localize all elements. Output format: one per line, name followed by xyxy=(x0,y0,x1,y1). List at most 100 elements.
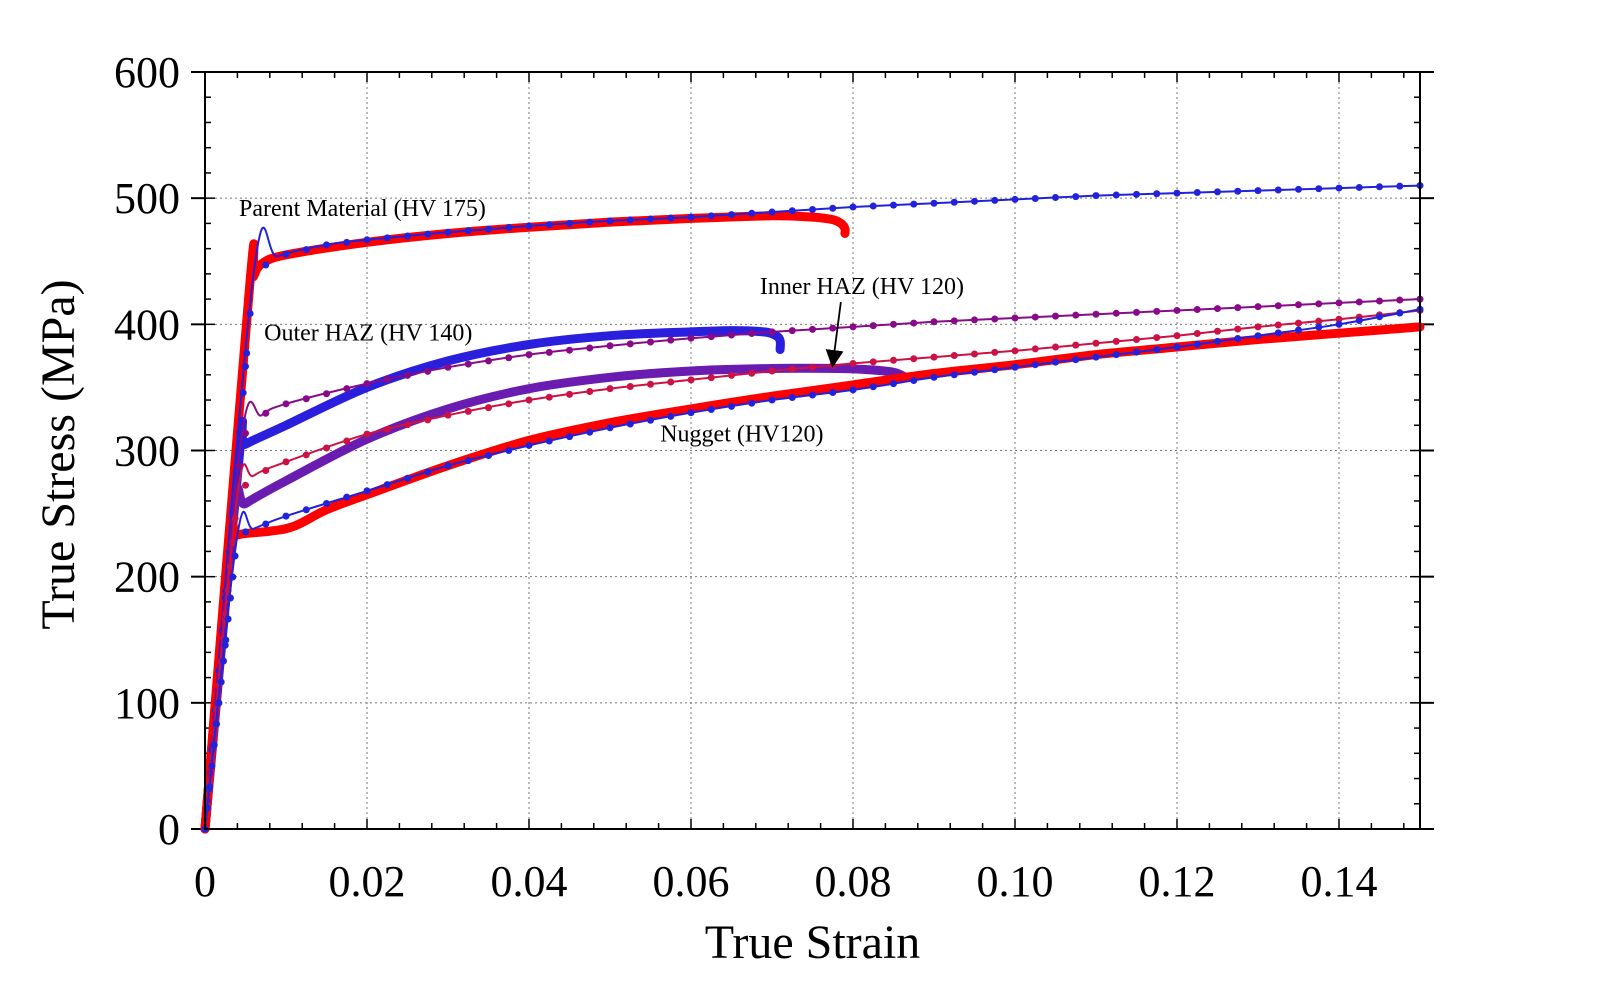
series-point-6 xyxy=(748,369,756,377)
series-point-8 xyxy=(323,499,330,507)
series-point-6 xyxy=(323,444,330,452)
series-point-4 xyxy=(788,327,796,335)
series-point-4 xyxy=(647,338,654,346)
series-point-2 xyxy=(586,218,594,226)
series-point-6 xyxy=(606,385,614,393)
series-layer xyxy=(200,182,1425,834)
series-point-8 xyxy=(991,366,999,374)
series-point-2 xyxy=(243,349,251,357)
series-point-2 xyxy=(242,362,249,370)
series-point-6 xyxy=(1173,332,1181,340)
series-point-6 xyxy=(971,350,978,358)
series-point-8 xyxy=(1295,326,1302,334)
series-point-4 xyxy=(869,322,877,330)
annotation-label: Inner HAZ (HV 120) xyxy=(760,274,964,300)
annotations: Parent Material (HV 175) Outer HAZ (HV 14… xyxy=(239,196,964,448)
series-point-8 xyxy=(788,394,796,402)
series-point-4 xyxy=(302,395,310,403)
series-point-2 xyxy=(950,198,958,206)
series-point-6 xyxy=(1112,337,1120,345)
series-point-4 xyxy=(1092,310,1100,318)
series-point-2 xyxy=(262,261,270,269)
series-point-6 xyxy=(1072,341,1080,349)
series-point-6 xyxy=(1214,327,1221,335)
y-tick-label: 200 xyxy=(114,553,180,602)
series-point-6 xyxy=(424,416,432,424)
tick-labels: 0 0.02 0.04 0.06 0.08 0.10 0.12 0.14 0 100 200 300 4… xyxy=(114,48,1378,906)
series-point-8 xyxy=(229,573,237,581)
series-point-2 xyxy=(971,197,978,205)
series-point-8 xyxy=(1092,353,1100,361)
series-point-8 xyxy=(242,528,249,536)
series-point-8 xyxy=(215,699,223,707)
series-point-2 xyxy=(869,202,877,210)
series-point-2 xyxy=(343,238,351,246)
series-point-6 xyxy=(647,380,654,388)
series-point-2 xyxy=(323,241,330,249)
series-point-6 xyxy=(910,355,918,363)
series-point-8 xyxy=(1254,332,1262,340)
series-point-2 xyxy=(1295,185,1302,193)
series-point-8 xyxy=(220,657,228,665)
series-point-8 xyxy=(687,409,695,417)
series-point-2 xyxy=(788,207,796,215)
series-point-6 xyxy=(667,378,675,386)
series-point-6 xyxy=(229,538,237,546)
x-tick-label: 0.04 xyxy=(491,857,568,906)
series-point-4 xyxy=(525,351,533,359)
series-point-8 xyxy=(424,468,432,476)
series-point-6 xyxy=(1193,329,1201,337)
series-point-8 xyxy=(545,437,553,445)
series-point-6 xyxy=(1335,315,1343,323)
series-point-6 xyxy=(1031,345,1039,353)
series-point-8 xyxy=(1112,351,1120,359)
series-point-6 xyxy=(788,365,796,373)
series-point-8 xyxy=(1376,313,1383,321)
series-point-8 xyxy=(829,388,837,396)
series-point-8 xyxy=(1274,329,1282,337)
series-point-2 xyxy=(687,213,695,221)
series-point-8 xyxy=(363,487,371,495)
series-point-2 xyxy=(505,224,513,232)
series-point-2 xyxy=(1173,189,1181,197)
series-point-6 xyxy=(242,481,249,489)
x-axis-title: True Strain xyxy=(705,916,921,969)
series-point-4 xyxy=(728,331,735,339)
series-point-4 xyxy=(687,334,695,342)
series-point-2 xyxy=(849,203,857,211)
series-point-8 xyxy=(404,474,411,482)
series-point-8 xyxy=(1072,356,1080,364)
series-point-4 xyxy=(1234,304,1242,312)
series-point-4 xyxy=(505,354,513,362)
series-point-2 xyxy=(302,246,310,254)
series-point-4 xyxy=(1031,313,1039,321)
series-point-4 xyxy=(1376,297,1383,305)
y-tick-label: 600 xyxy=(114,48,180,97)
series-point-2 xyxy=(246,310,254,318)
series-point-8 xyxy=(1011,363,1019,371)
series-point-4 xyxy=(910,319,918,327)
series-point-6 xyxy=(626,382,634,390)
plot-frame xyxy=(204,71,1421,830)
series-point-4 xyxy=(1315,300,1323,308)
series-point-8 xyxy=(1214,337,1221,345)
series-point-4 xyxy=(748,329,756,337)
annotation-label: Outer HAZ (HV 140) xyxy=(264,321,472,347)
series-point-2 xyxy=(363,236,371,244)
series-point-8 xyxy=(566,433,573,441)
series-point-2 xyxy=(1052,194,1059,202)
series-point-8 xyxy=(206,783,214,791)
series-point-8 xyxy=(1052,358,1059,366)
series-point-2 xyxy=(239,389,247,397)
series-point-2 xyxy=(1153,190,1161,198)
series-point-8 xyxy=(210,741,218,749)
series-point-8 xyxy=(226,594,234,602)
series-point-4 xyxy=(1214,305,1221,313)
series-point-2 xyxy=(444,228,452,236)
series-point-4 xyxy=(991,315,999,323)
series-point-8 xyxy=(586,428,594,436)
series-point-8 xyxy=(525,441,533,449)
series-point-4 xyxy=(849,323,857,331)
series-point-2 xyxy=(485,225,492,233)
series-point-8 xyxy=(217,678,225,686)
